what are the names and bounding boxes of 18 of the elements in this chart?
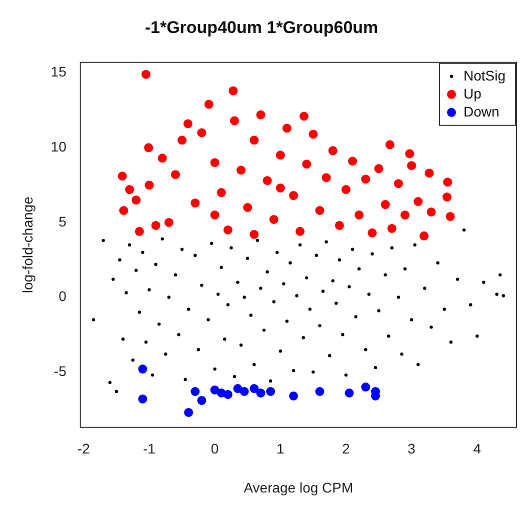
x-tick-label: 2: [342, 440, 350, 457]
x-axis-title: Average log CPM: [244, 479, 354, 496]
legend-label: NotSig: [463, 67, 506, 84]
y-tick-label: 15: [50, 64, 67, 80]
x-tick-label: -1: [143, 440, 156, 457]
chart-title: -1*Group40um 1*Group60um: [144, 18, 378, 37]
y-tick-label: 10: [50, 138, 67, 155]
x-tick-label: -2: [77, 440, 90, 457]
x-tick-label: 0: [210, 440, 219, 457]
x-tick-label: 1: [276, 440, 284, 457]
y-tick-label: 0: [58, 288, 67, 304]
x-tick-label: 3: [408, 440, 416, 457]
x-tick-label: 4: [473, 440, 482, 457]
y-tick-label: -5: [54, 362, 67, 379]
legend-label: Up: [463, 85, 482, 102]
y-tick-label: 5: [58, 213, 67, 230]
legend-label: Down: [463, 103, 500, 120]
y-axis-title: log-fold-change: [19, 196, 36, 294]
